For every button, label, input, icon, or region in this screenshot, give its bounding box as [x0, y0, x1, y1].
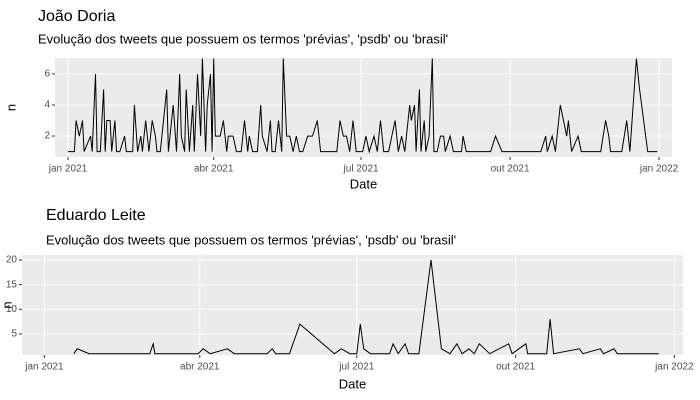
plot-panel: [22, 255, 683, 355]
y-tick-label: 6: [44, 69, 50, 80]
chart-title: Eduardo Leite: [46, 207, 146, 224]
y-tick-label: 10: [6, 304, 18, 315]
data-line: [68, 58, 658, 154]
x-tick-label: abr 2021: [194, 164, 234, 175]
x-tick-label: jan 2021: [24, 362, 64, 373]
x-axis-title: Date: [339, 376, 366, 391]
x-tick-label: jan 2021: [48, 164, 88, 175]
x-tick-label: jan 2022: [654, 362, 694, 373]
y-tick-label: 2: [44, 131, 50, 142]
y-tick-label: 4: [44, 100, 50, 111]
x-tick-label: out 2021: [496, 362, 535, 373]
x-axis-title: Date: [350, 176, 377, 191]
data-line: [73, 259, 659, 355]
x-tick-label: jul 2021: [338, 362, 374, 373]
chart-subtitle: Evolução dos tweets que possuem os termo…: [46, 232, 456, 247]
x-tick-label: jan 2022: [639, 164, 679, 175]
plot-panel: [55, 58, 672, 157]
y-tick-label: 20: [6, 255, 18, 266]
x-tick-label: jul 2021: [343, 164, 379, 175]
y-tick-label: 15: [6, 279, 18, 290]
chart-title: João Doria: [38, 8, 115, 25]
chart-subtitle: Evolução dos tweets que possuem os termo…: [38, 31, 448, 46]
x-tick-label: out 2021: [491, 164, 530, 175]
x-tick-label: abr 2021: [180, 362, 220, 373]
y-tick-label: 5: [11, 329, 17, 340]
y-axis-title: n: [3, 104, 18, 111]
y-axis-title: n: [0, 301, 14, 308]
